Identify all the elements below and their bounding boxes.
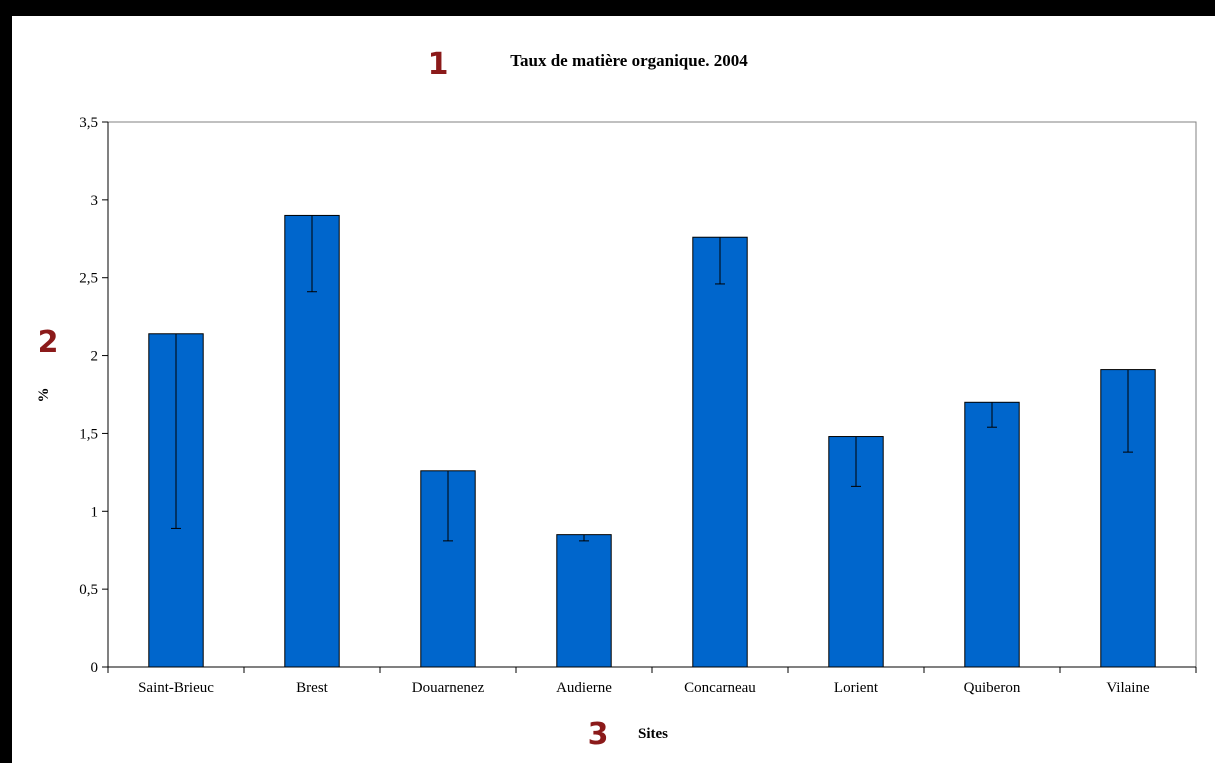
chart-frame: 1 Taux de matière organique. 2004 2 % 3 … <box>12 16 1215 763</box>
x-axis-label: Sites <box>638 726 668 742</box>
y-axis-marker: 2 <box>38 325 59 360</box>
y-tick-label: 2,5 <box>79 271 98 287</box>
x-tick-label: Lorient <box>834 680 879 696</box>
y-axis: 0 0,5 1 1,5 2 2,5 3 3,5 <box>79 115 109 676</box>
bar <box>556 534 612 668</box>
x-tick-label: Vilaine <box>1106 680 1150 696</box>
y-tick-label: 3,5 <box>79 115 98 131</box>
bars <box>148 214 1156 668</box>
x-tick-label: Concarneau <box>684 680 756 696</box>
x-tick-label: Saint-Brieuc <box>138 680 214 696</box>
y-tick-label: 1,5 <box>79 426 98 442</box>
x-tick-label: Quiberon <box>964 680 1021 696</box>
bar-chart: 1 Taux de matière organique. 2004 2 % 3 … <box>36 47 1197 752</box>
x-tick-label: Brest <box>296 680 328 696</box>
chart-title: Taux de matière organique. 2004 <box>510 51 748 70</box>
y-tick-label: 1 <box>91 504 99 520</box>
x-axis-marker: 3 <box>588 717 609 752</box>
y-tick-label: 3 <box>91 193 99 209</box>
title-marker: 1 <box>428 47 449 82</box>
bar <box>692 236 748 668</box>
y-axis-label: % <box>36 388 52 403</box>
bar <box>964 401 1020 668</box>
y-tick-label: 2 <box>91 349 99 365</box>
y-tick-label: 0 <box>91 660 99 676</box>
y-tick-label: 0,5 <box>79 582 98 598</box>
x-tick-label: Audierne <box>556 680 612 696</box>
x-axis: Saint-Brieuc Brest Douarnenez Audierne Conca… <box>107 666 1197 696</box>
x-tick-label: Douarnenez <box>412 680 485 696</box>
plot-area <box>107 121 1197 668</box>
